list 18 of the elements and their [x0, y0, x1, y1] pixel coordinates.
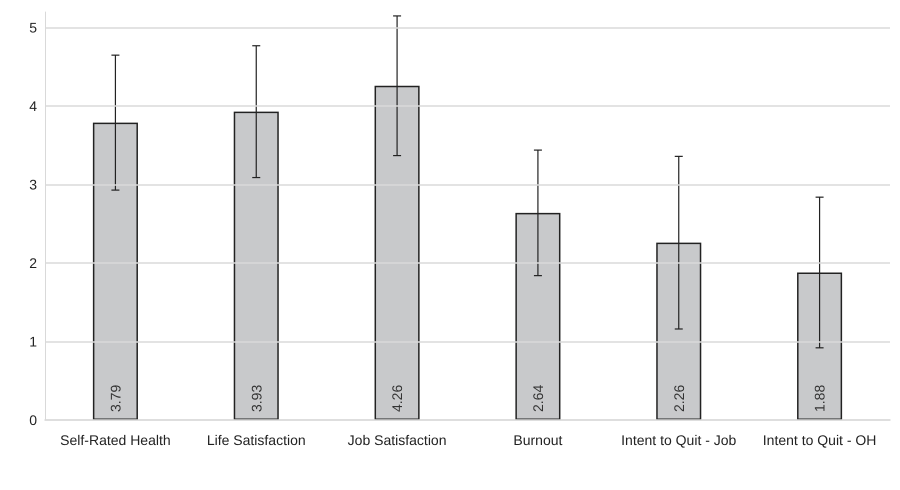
- data-label: 1.88: [812, 384, 828, 412]
- x-tick-label: Job Satisfaction: [348, 432, 447, 448]
- y-tick-label: 0: [29, 412, 38, 428]
- y-tick-label: 2: [29, 255, 38, 272]
- data-label: 2.26: [670, 384, 687, 412]
- data-label: 3.79: [107, 384, 124, 412]
- x-tick-label: Self-Rated Health: [60, 432, 171, 448]
- y-tick-label: 5: [29, 20, 38, 36]
- x-tick-label: Intent to Quit - OH: [762, 432, 876, 448]
- x-tick-label: Intent to Quit - Job: [621, 432, 737, 448]
- y-tick-label: 3: [29, 176, 38, 193]
- x-tick-label: Burnout: [513, 432, 563, 448]
- y-tick-label: 4: [29, 98, 38, 114]
- data-label: 2.64: [530, 384, 546, 412]
- data-label: 4.26: [389, 384, 406, 412]
- y-tick-label: 1: [29, 334, 38, 350]
- x-tick-label: Life Satisfaction: [206, 432, 306, 448]
- data-label: 3.93: [248, 384, 264, 412]
